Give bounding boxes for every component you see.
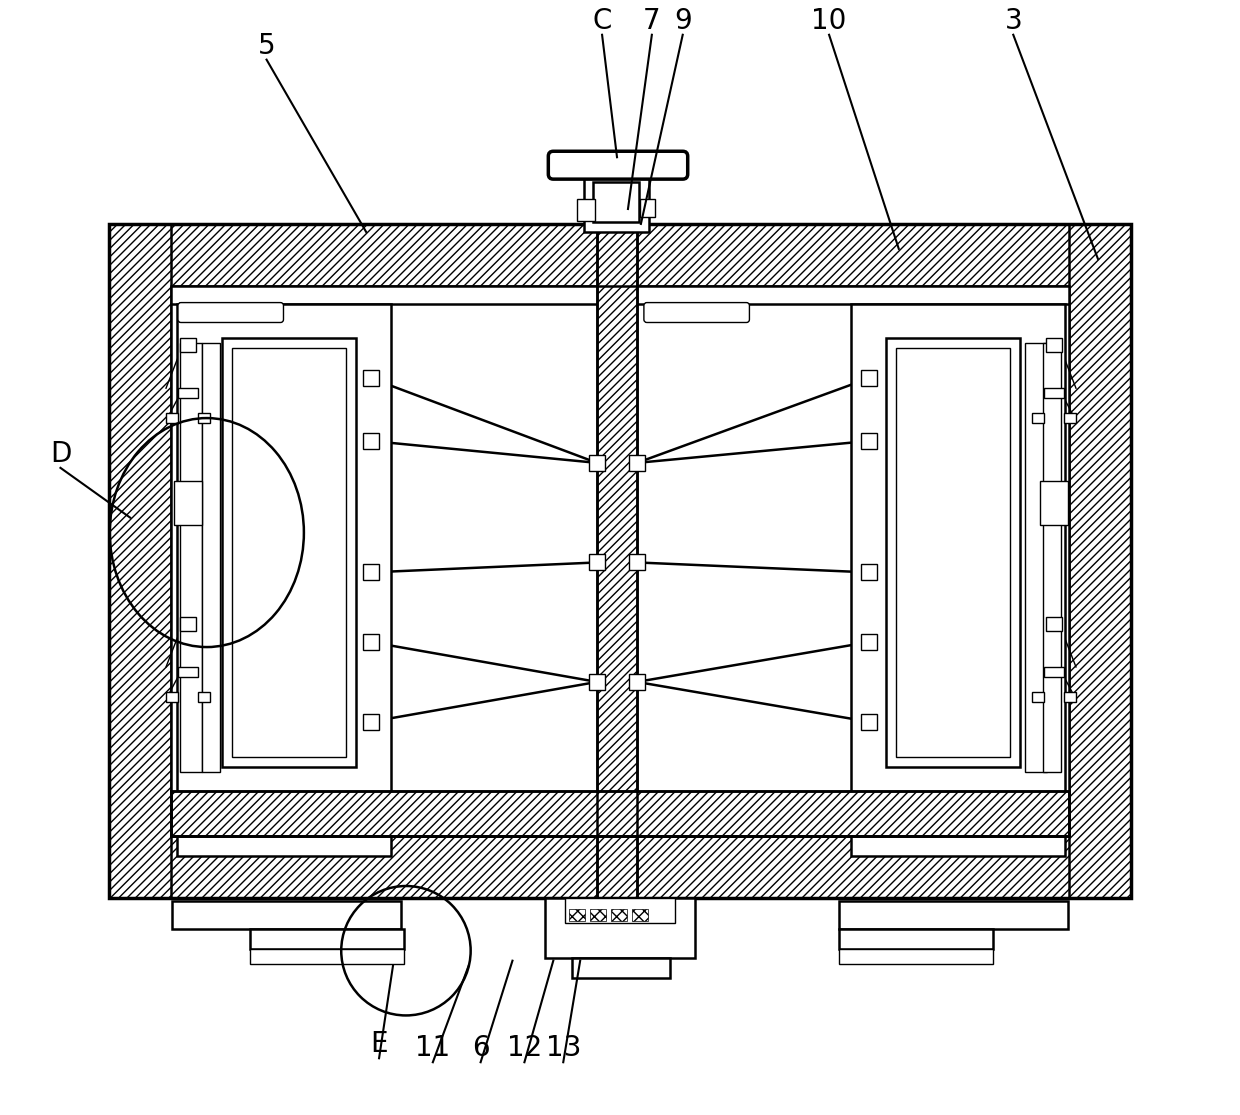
Bar [593, 182, 639, 222]
Bar [1047, 618, 1061, 631]
Bar [839, 949, 993, 963]
Bar [171, 792, 1069, 836]
Bar [589, 554, 605, 571]
Text: C: C [593, 7, 611, 35]
Text: 3: 3 [1004, 7, 1022, 35]
Bar [1025, 343, 1047, 772]
Bar [166, 692, 179, 701]
FancyBboxPatch shape [179, 302, 284, 322]
Bar [851, 303, 1065, 856]
FancyBboxPatch shape [644, 302, 749, 322]
Bar [172, 901, 401, 929]
Text: E: E [371, 1030, 388, 1058]
Bar [177, 303, 391, 856]
Text: 6: 6 [471, 1035, 490, 1063]
Bar [589, 455, 605, 471]
Bar [572, 958, 670, 978]
Bar [839, 901, 1068, 929]
Bar [885, 339, 1021, 766]
Bar [198, 692, 210, 701]
Bar [179, 388, 198, 398]
Bar [640, 200, 655, 217]
Bar [179, 667, 198, 677]
Bar [861, 634, 877, 650]
Bar [109, 224, 171, 898]
Text: 10: 10 [811, 7, 847, 35]
Bar [222, 339, 356, 766]
Bar [249, 929, 404, 949]
Bar [861, 714, 877, 729]
Text: 9: 9 [673, 7, 692, 35]
Bar [629, 554, 645, 571]
Bar [589, 673, 605, 690]
Bar [171, 285, 1069, 836]
Bar [109, 836, 1131, 898]
Bar [1064, 413, 1076, 423]
Bar [180, 339, 196, 352]
Bar [198, 413, 210, 423]
Bar [629, 673, 645, 690]
Bar [895, 348, 1011, 757]
Bar [174, 481, 202, 524]
Bar [1032, 413, 1044, 423]
Bar [109, 224, 1131, 285]
Bar [166, 413, 179, 423]
Bar [363, 433, 379, 449]
Text: D: D [50, 439, 71, 468]
Bar [1044, 667, 1064, 677]
Bar [363, 634, 379, 650]
Text: 12: 12 [507, 1035, 542, 1063]
Bar [861, 564, 877, 581]
Bar [590, 909, 606, 921]
Text: 5: 5 [258, 31, 275, 60]
Bar [1069, 224, 1131, 898]
Bar [861, 370, 877, 386]
Bar [839, 929, 993, 949]
Bar [611, 909, 627, 921]
FancyBboxPatch shape [548, 152, 688, 180]
Bar [1064, 692, 1076, 701]
Bar [577, 200, 595, 221]
Bar [363, 714, 379, 729]
Bar [632, 909, 647, 921]
Bar [569, 909, 585, 921]
Bar [598, 174, 637, 898]
Bar [1032, 692, 1044, 701]
Bar [629, 455, 645, 471]
Bar [1047, 339, 1061, 352]
Bar [249, 949, 404, 963]
Bar [546, 898, 694, 958]
Bar [1043, 343, 1061, 772]
Text: 7: 7 [644, 7, 661, 35]
Bar [202, 343, 219, 772]
Bar [109, 224, 1131, 898]
Bar [1040, 481, 1068, 524]
Bar [1044, 388, 1064, 398]
Bar [598, 174, 637, 898]
Bar [861, 433, 877, 449]
Bar [565, 898, 675, 923]
Bar [171, 792, 1069, 836]
Bar [363, 564, 379, 581]
Bar [180, 618, 196, 631]
Bar [171, 285, 1069, 836]
Bar [584, 174, 649, 232]
Bar [232, 348, 346, 757]
Bar [180, 343, 202, 772]
Text: 13: 13 [546, 1035, 580, 1063]
Bar [363, 370, 379, 386]
Text: 11: 11 [415, 1035, 450, 1063]
